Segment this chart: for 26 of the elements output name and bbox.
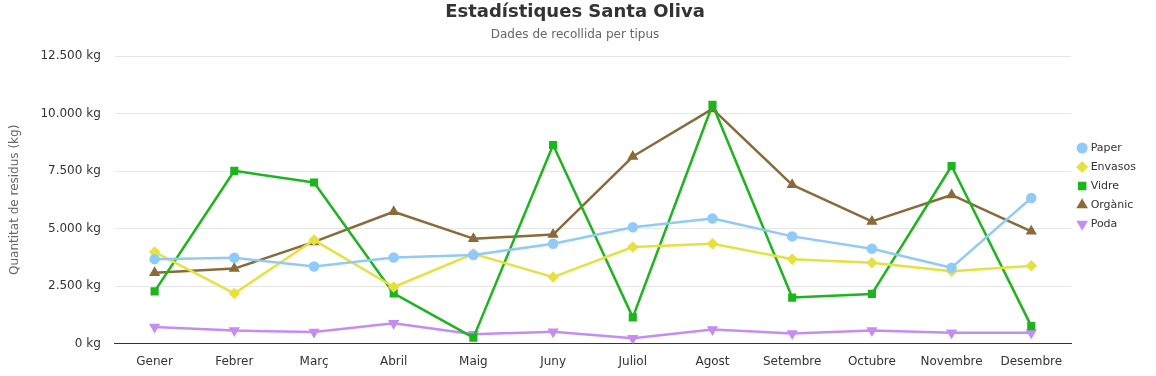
y-tick-label: 2.500 kg [48, 278, 101, 293]
legend-label: Paper [1090, 140, 1123, 154]
legend-label: Poda [1090, 216, 1118, 230]
legend-label: Envasos [1090, 159, 1137, 173]
x-tick-label: Agost [695, 353, 730, 368]
x-tick-label: Gener [136, 353, 173, 368]
y-tick-label: 12.500 kg [40, 48, 101, 63]
x-tick-label: Octubre [847, 353, 896, 368]
chart-subtitle: Dades de recollida per tipus [490, 26, 660, 41]
y-axis-title: Quantitat de residus (kg) [7, 124, 22, 275]
x-tick-label: Setembre [762, 353, 822, 368]
legend-label: Vidre [1090, 178, 1120, 192]
x-tick-label: Febrer [215, 353, 254, 368]
x-tick-label: Novembre [920, 353, 983, 368]
chart-title: Estadístiques Santa Oliva [445, 0, 705, 22]
x-tick-label: Desembre [1000, 353, 1063, 368]
x-tick-label: Maig [459, 353, 488, 368]
x-tick-label: Juliol [617, 353, 648, 368]
x-tick-label: Abril [379, 353, 408, 368]
y-tick-label: 10.000 kg [40, 105, 101, 120]
y-tick-label: 7.500 kg [48, 163, 101, 178]
x-tick-label: Juny [539, 353, 567, 368]
legend-label: Orgànic [1090, 197, 1134, 211]
x-tick-label: Març [299, 353, 329, 368]
y-tick-label: 0 kg [74, 335, 101, 350]
y-tick-label: 5.000 kg [48, 220, 101, 235]
